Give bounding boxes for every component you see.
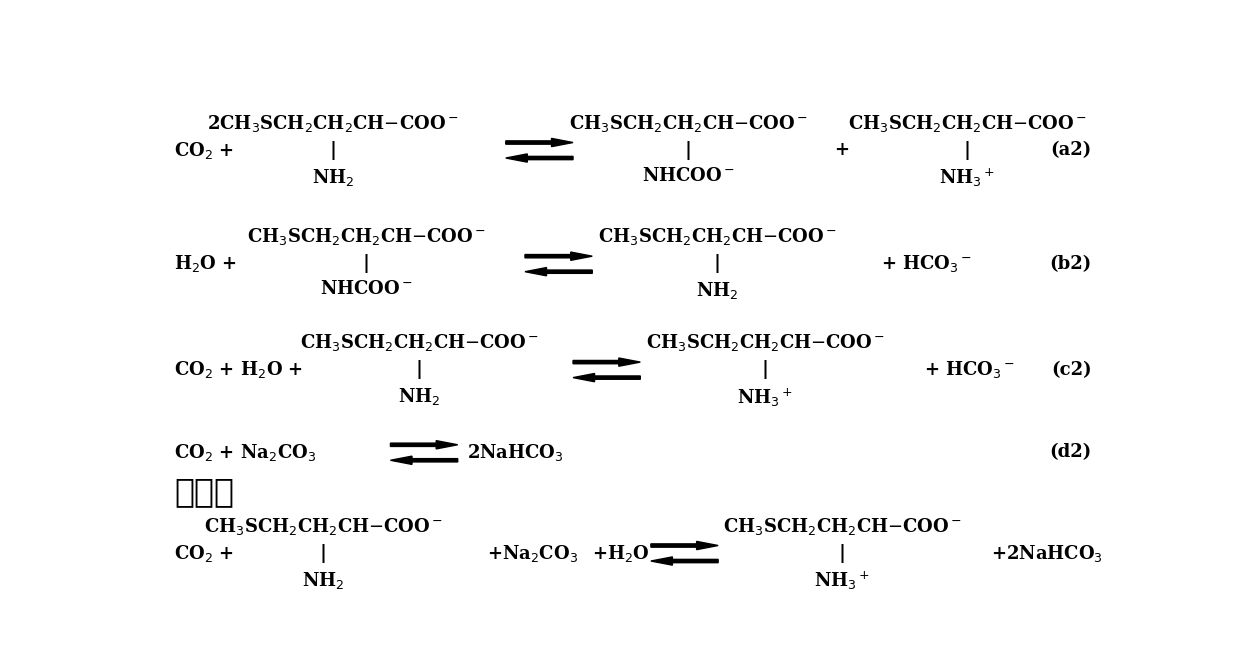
Text: CH$_3$SCH$_2$CH$_2$CH$-$COO$^-$: CH$_3$SCH$_2$CH$_2$CH$-$COO$^-$ <box>203 516 443 537</box>
Text: |: | <box>714 254 720 274</box>
Text: CH$_3$SCH$_2$CH$_2$CH$-$COO$^-$: CH$_3$SCH$_2$CH$_2$CH$-$COO$^-$ <box>598 226 837 248</box>
Text: CO$_2$ + Na$_2$CO$_3$: CO$_2$ + Na$_2$CO$_3$ <box>174 442 316 463</box>
Polygon shape <box>573 374 640 382</box>
Polygon shape <box>525 268 593 276</box>
Text: NH$_2$: NH$_2$ <box>696 280 738 301</box>
Text: |: | <box>320 544 326 563</box>
Text: (d2): (d2) <box>1050 444 1092 462</box>
Text: CH$_3$SCH$_2$CH$_2$CH$-$COO$^-$: CH$_3$SCH$_2$CH$_2$CH$-$COO$^-$ <box>247 226 486 248</box>
Text: NH$_3$$^+$: NH$_3$$^+$ <box>815 570 870 592</box>
Text: |: | <box>838 544 846 563</box>
Text: +: + <box>835 142 849 159</box>
Text: H$_2$O +: H$_2$O + <box>174 254 237 274</box>
Text: NH$_2$: NH$_2$ <box>303 570 345 590</box>
Text: NHCOO$^-$: NHCOO$^-$ <box>320 280 413 299</box>
Text: CO$_2$ +: CO$_2$ + <box>174 543 234 564</box>
Polygon shape <box>573 358 640 366</box>
Text: |: | <box>363 254 370 274</box>
Text: |: | <box>761 360 769 379</box>
Text: CO$_2$ + H$_2$O +: CO$_2$ + H$_2$O + <box>174 360 304 380</box>
Text: |: | <box>963 141 971 160</box>
Text: 总反应: 总反应 <box>174 475 234 508</box>
Text: + HCO$_3$$^-$: + HCO$_3$$^-$ <box>924 360 1014 380</box>
Text: |: | <box>330 141 336 160</box>
Text: 2CH$_3$SCH$_2$CH$_2$CH$-$COO$^-$: 2CH$_3$SCH$_2$CH$_2$CH$-$COO$^-$ <box>207 113 459 134</box>
Text: +Na$_2$CO$_3$: +Na$_2$CO$_3$ <box>486 543 578 564</box>
Text: (a2): (a2) <box>1050 142 1092 159</box>
Text: NH$_3$$^+$: NH$_3$$^+$ <box>939 167 994 189</box>
Text: NH$_2$: NH$_2$ <box>398 386 440 407</box>
Text: CO$_2$ +: CO$_2$ + <box>174 140 234 161</box>
Text: + HCO$_3$$^-$: + HCO$_3$$^-$ <box>880 254 971 274</box>
Text: CH$_3$SCH$_2$CH$_2$CH$-$COO$^-$: CH$_3$SCH$_2$CH$_2$CH$-$COO$^-$ <box>646 332 885 354</box>
Text: CH$_3$SCH$_2$CH$_2$CH$-$COO$^-$: CH$_3$SCH$_2$CH$_2$CH$-$COO$^-$ <box>847 113 1086 134</box>
Text: +2NaHCO$_3$: +2NaHCO$_3$ <box>991 543 1102 564</box>
Polygon shape <box>391 441 458 449</box>
Text: +H$_2$O: +H$_2$O <box>593 543 650 564</box>
Text: CH$_3$SCH$_2$CH$_2$CH$-$COO$^-$: CH$_3$SCH$_2$CH$_2$CH$-$COO$^-$ <box>300 332 539 354</box>
Polygon shape <box>506 154 573 162</box>
Text: CH$_3$SCH$_2$CH$_2$CH$-$COO$^-$: CH$_3$SCH$_2$CH$_2$CH$-$COO$^-$ <box>723 516 962 537</box>
Text: NH$_3$$^+$: NH$_3$$^+$ <box>738 386 794 409</box>
Polygon shape <box>651 557 718 565</box>
Text: (b2): (b2) <box>1050 255 1092 273</box>
Text: NHCOO$^-$: NHCOO$^-$ <box>642 167 735 185</box>
Text: NH$_2$: NH$_2$ <box>311 167 353 188</box>
Text: |: | <box>415 360 423 379</box>
Text: (c2): (c2) <box>1052 361 1092 379</box>
Text: |: | <box>684 141 692 160</box>
Polygon shape <box>506 138 573 147</box>
Text: 2NaHCO$_3$: 2NaHCO$_3$ <box>467 442 564 463</box>
Polygon shape <box>651 541 718 550</box>
Polygon shape <box>391 456 458 464</box>
Text: CH$_3$SCH$_2$CH$_2$CH$-$COO$^-$: CH$_3$SCH$_2$CH$_2$CH$-$COO$^-$ <box>569 113 808 134</box>
Polygon shape <box>525 252 593 260</box>
